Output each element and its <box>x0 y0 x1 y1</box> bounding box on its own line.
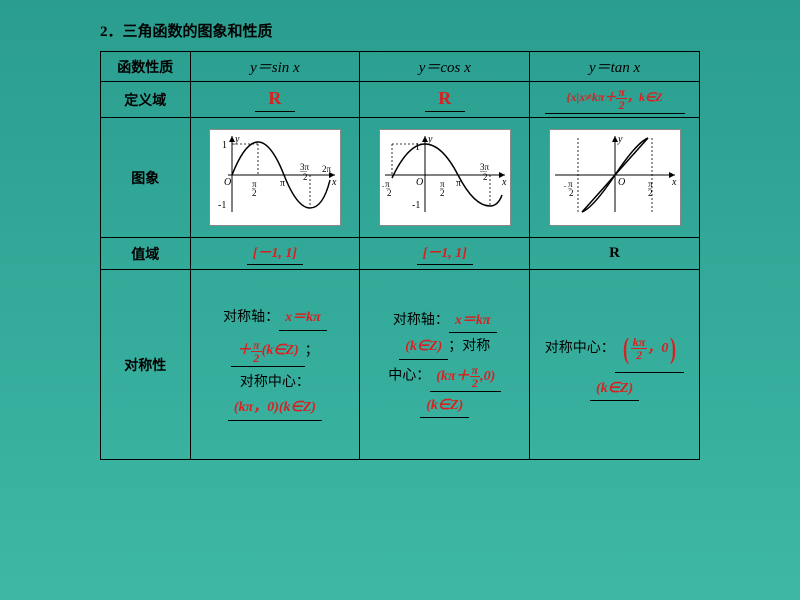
svg-text:2: 2 <box>483 172 488 182</box>
range-cos: [－1, 1] <box>360 238 530 270</box>
trig-properties-table: 函数性质 y＝sin x y＝cos x y＝tan x 定义域 R R {x|… <box>100 51 700 460</box>
row-range: 值域 [－1, 1] [－1, 1] R <box>101 238 700 270</box>
section-title: 2．三角函数的图象和性质 <box>100 20 700 41</box>
graph-cos: O y x 1 -1 π - _ 2 π _ 2 <box>360 118 530 238</box>
svg-text:x: x <box>331 177 337 188</box>
svg-text:π: π <box>456 178 461 189</box>
range-tan: R <box>530 238 700 270</box>
label-domain: 定义域 <box>101 82 191 118</box>
svg-text:1: 1 <box>415 142 420 153</box>
svg-text:y: y <box>234 134 240 145</box>
label-range: 值域 <box>101 238 191 270</box>
svg-text:2: 2 <box>387 188 392 198</box>
svg-text:2: 2 <box>648 188 653 198</box>
svg-text:x: x <box>501 177 507 188</box>
svg-text:O: O <box>224 177 231 188</box>
header-cos: y＝cos x <box>360 52 530 82</box>
label-graph: 图象 <box>101 118 191 238</box>
domain-tan: {x|x≠kπ＋π2，k∈Z <box>530 82 700 118</box>
domain-sin: R <box>190 82 360 118</box>
svg-text:-1: -1 <box>412 200 420 211</box>
svg-text:x: x <box>671 177 677 188</box>
graph-sin: O y x 1 -1 π _ 2 π 3π __ <box>190 118 360 238</box>
svg-text:2: 2 <box>440 188 445 198</box>
header-property: 函数性质 <box>101 52 191 82</box>
svg-text:y: y <box>427 134 433 145</box>
label-symmetry: 对称性 <box>101 270 191 460</box>
svg-text:1: 1 <box>222 140 227 151</box>
svg-text:2π: 2π <box>322 164 332 174</box>
row-symmetry: 对称性 对称轴：x＝kπ ＋π2(k∈Z) ； 对称中心： (kπ，0)(k∈Z… <box>101 270 700 460</box>
symmetry-cos: 对称轴：x＝kπ (k∈Z)；对称 中心： (kπ＋π2,0) (k∈Z) <box>360 270 530 460</box>
sine-graph-svg: O y x 1 -1 π _ 2 π 3π __ <box>210 130 340 220</box>
symmetry-tan: 对称中心： (kπ2，0) (k∈Z) <box>530 270 700 460</box>
header-tan: y＝tan x <box>530 52 700 82</box>
table-header-row: 函数性质 y＝sin x y＝cos x y＝tan x <box>101 52 700 82</box>
row-domain: 定义域 R R {x|x≠kπ＋π2，k∈Z <box>101 82 700 118</box>
cosine-graph-svg: O y x 1 -1 π - _ 2 π _ 2 <box>380 130 510 220</box>
svg-text:y: y <box>617 134 623 145</box>
svg-text:-1: -1 <box>218 200 226 211</box>
header-sin: y＝sin x <box>190 52 360 82</box>
domain-cos: R <box>360 82 530 118</box>
symmetry-sin: 对称轴：x＝kπ ＋π2(k∈Z) ； 对称中心： (kπ，0)(k∈Z) <box>190 270 360 460</box>
svg-text:2: 2 <box>569 188 574 198</box>
svg-text:2: 2 <box>252 188 257 198</box>
svg-text:O: O <box>416 177 423 188</box>
svg-text:2: 2 <box>303 172 308 182</box>
tangent-graph-svg: O y x π - _ 2 π _ 2 <box>550 130 680 220</box>
range-sin: [－1, 1] <box>190 238 360 270</box>
svg-text:O: O <box>618 177 625 188</box>
graph-tan: O y x π - _ 2 π _ 2 <box>530 118 700 238</box>
row-graph: 图象 O y x <box>101 118 700 238</box>
svg-text:π: π <box>280 178 285 189</box>
